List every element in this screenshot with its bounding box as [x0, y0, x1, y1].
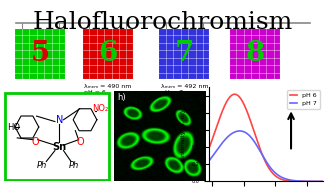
- Text: O: O: [77, 136, 84, 146]
- Text: Halofluorochromism: Halofluorochromism: [33, 11, 293, 34]
- Text: HO: HO: [7, 122, 21, 132]
- Legend: pH 6, pH 7: pH 6, pH 7: [287, 90, 319, 109]
- Text: h): h): [117, 93, 126, 102]
- Text: λₘₑₘ = 490 nm
pH = 6: λₘₑₘ = 490 nm pH = 6: [84, 84, 131, 95]
- FancyBboxPatch shape: [82, 28, 134, 80]
- Y-axis label: Intensity (a. u.): Intensity (a. u.): [181, 110, 185, 158]
- Text: 8: 8: [245, 40, 265, 67]
- FancyBboxPatch shape: [6, 93, 109, 180]
- Text: O: O: [32, 136, 39, 146]
- FancyBboxPatch shape: [14, 28, 67, 80]
- Text: N: N: [55, 115, 63, 125]
- Text: 7: 7: [175, 40, 194, 67]
- Text: NO₂: NO₂: [92, 104, 108, 113]
- Text: 5: 5: [31, 40, 50, 67]
- FancyBboxPatch shape: [158, 28, 211, 80]
- FancyBboxPatch shape: [229, 28, 281, 80]
- Text: Ph: Ph: [37, 161, 47, 170]
- Text: Sn: Sn: [52, 142, 66, 152]
- Text: Ph: Ph: [69, 161, 80, 170]
- Text: λₘₑₘ = 492 nm
pH = 7: λₘₑₘ = 492 nm pH = 7: [161, 84, 208, 95]
- Text: 6: 6: [98, 40, 118, 67]
